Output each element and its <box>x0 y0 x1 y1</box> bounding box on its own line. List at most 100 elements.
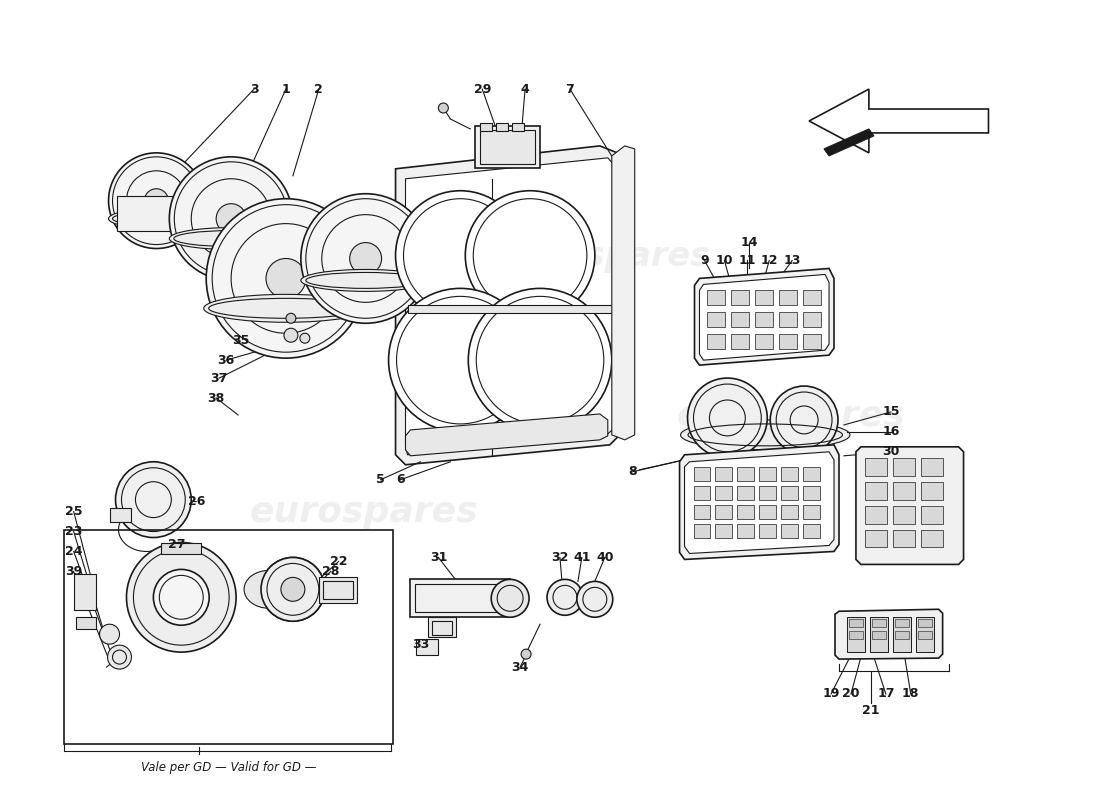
Polygon shape <box>700 274 829 360</box>
Bar <box>849 619 862 627</box>
Ellipse shape <box>301 270 430 291</box>
Circle shape <box>286 314 296 323</box>
Circle shape <box>266 258 306 298</box>
Bar <box>737 523 755 538</box>
Bar <box>865 482 887 500</box>
Circle shape <box>350 242 382 274</box>
Bar <box>693 486 711 500</box>
Bar <box>894 619 909 627</box>
Circle shape <box>492 579 529 618</box>
Circle shape <box>576 582 613 618</box>
Bar <box>865 458 887 476</box>
Bar <box>110 508 132 522</box>
Text: 20: 20 <box>843 687 860 701</box>
Bar <box>417 639 439 655</box>
Bar <box>481 123 492 131</box>
Bar <box>803 466 821 481</box>
Polygon shape <box>684 452 834 554</box>
Circle shape <box>396 190 525 320</box>
Bar <box>803 486 821 500</box>
Text: 15: 15 <box>882 406 900 418</box>
Bar <box>803 290 821 306</box>
Bar <box>707 334 725 349</box>
Text: 27: 27 <box>167 538 185 551</box>
Ellipse shape <box>244 570 294 608</box>
Bar <box>732 312 749 327</box>
Text: 23: 23 <box>65 525 82 538</box>
Bar <box>921 530 943 547</box>
Bar <box>759 505 777 518</box>
Circle shape <box>280 578 305 602</box>
Text: 6: 6 <box>396 474 405 486</box>
Text: 5: 5 <box>376 474 385 486</box>
Polygon shape <box>835 610 943 659</box>
Circle shape <box>547 579 583 615</box>
Text: 13: 13 <box>783 254 801 267</box>
Ellipse shape <box>169 228 293 250</box>
Bar <box>481 130 535 164</box>
Circle shape <box>280 578 305 602</box>
Bar <box>496 123 508 131</box>
Bar <box>76 618 96 630</box>
Text: 25: 25 <box>65 505 82 518</box>
Text: 18: 18 <box>902 687 920 701</box>
Bar <box>779 334 798 349</box>
Bar <box>865 530 887 547</box>
Circle shape <box>521 649 531 659</box>
Text: 8: 8 <box>628 466 637 478</box>
Bar <box>921 506 943 523</box>
Text: eurospares: eurospares <box>250 494 478 529</box>
Text: eurospares: eurospares <box>676 399 905 433</box>
Circle shape <box>301 194 430 323</box>
Bar <box>894 631 909 639</box>
Polygon shape <box>824 129 873 156</box>
Bar <box>781 523 799 538</box>
Bar <box>319 578 356 603</box>
Bar <box>707 290 725 306</box>
Ellipse shape <box>681 420 850 450</box>
Bar <box>756 290 773 306</box>
Text: 21: 21 <box>862 705 880 718</box>
Text: 33: 33 <box>411 638 429 650</box>
Bar <box>779 312 798 327</box>
Text: 40: 40 <box>596 551 614 564</box>
Bar <box>893 618 911 652</box>
Polygon shape <box>680 445 839 559</box>
Circle shape <box>439 103 449 113</box>
Circle shape <box>126 542 236 652</box>
Bar <box>847 618 865 652</box>
Circle shape <box>100 624 120 644</box>
Text: 30: 30 <box>882 446 900 458</box>
Bar <box>737 466 755 481</box>
Text: 38: 38 <box>208 391 224 405</box>
Bar <box>475 126 540 168</box>
Bar <box>715 505 733 518</box>
Bar <box>117 196 196 230</box>
Bar <box>408 306 613 314</box>
Text: 11: 11 <box>738 254 756 267</box>
Bar <box>759 523 777 538</box>
Polygon shape <box>406 414 608 456</box>
Text: 32: 32 <box>551 551 569 564</box>
Bar <box>893 458 915 476</box>
Bar <box>416 584 505 612</box>
Circle shape <box>469 288 612 432</box>
Bar <box>872 619 886 627</box>
Circle shape <box>261 558 324 622</box>
Text: eurospares: eurospares <box>499 240 711 273</box>
Polygon shape <box>406 158 615 455</box>
Bar <box>432 622 452 635</box>
Text: 39: 39 <box>65 565 82 578</box>
Circle shape <box>108 645 132 669</box>
Circle shape <box>261 558 324 622</box>
Bar <box>428 618 456 637</box>
Bar <box>781 466 799 481</box>
Bar <box>732 334 749 349</box>
Text: 36: 36 <box>218 354 234 366</box>
Text: 37: 37 <box>210 371 228 385</box>
Bar <box>759 466 777 481</box>
Circle shape <box>770 386 838 454</box>
Bar <box>759 486 777 500</box>
Bar <box>865 506 887 523</box>
Bar <box>513 123 524 131</box>
